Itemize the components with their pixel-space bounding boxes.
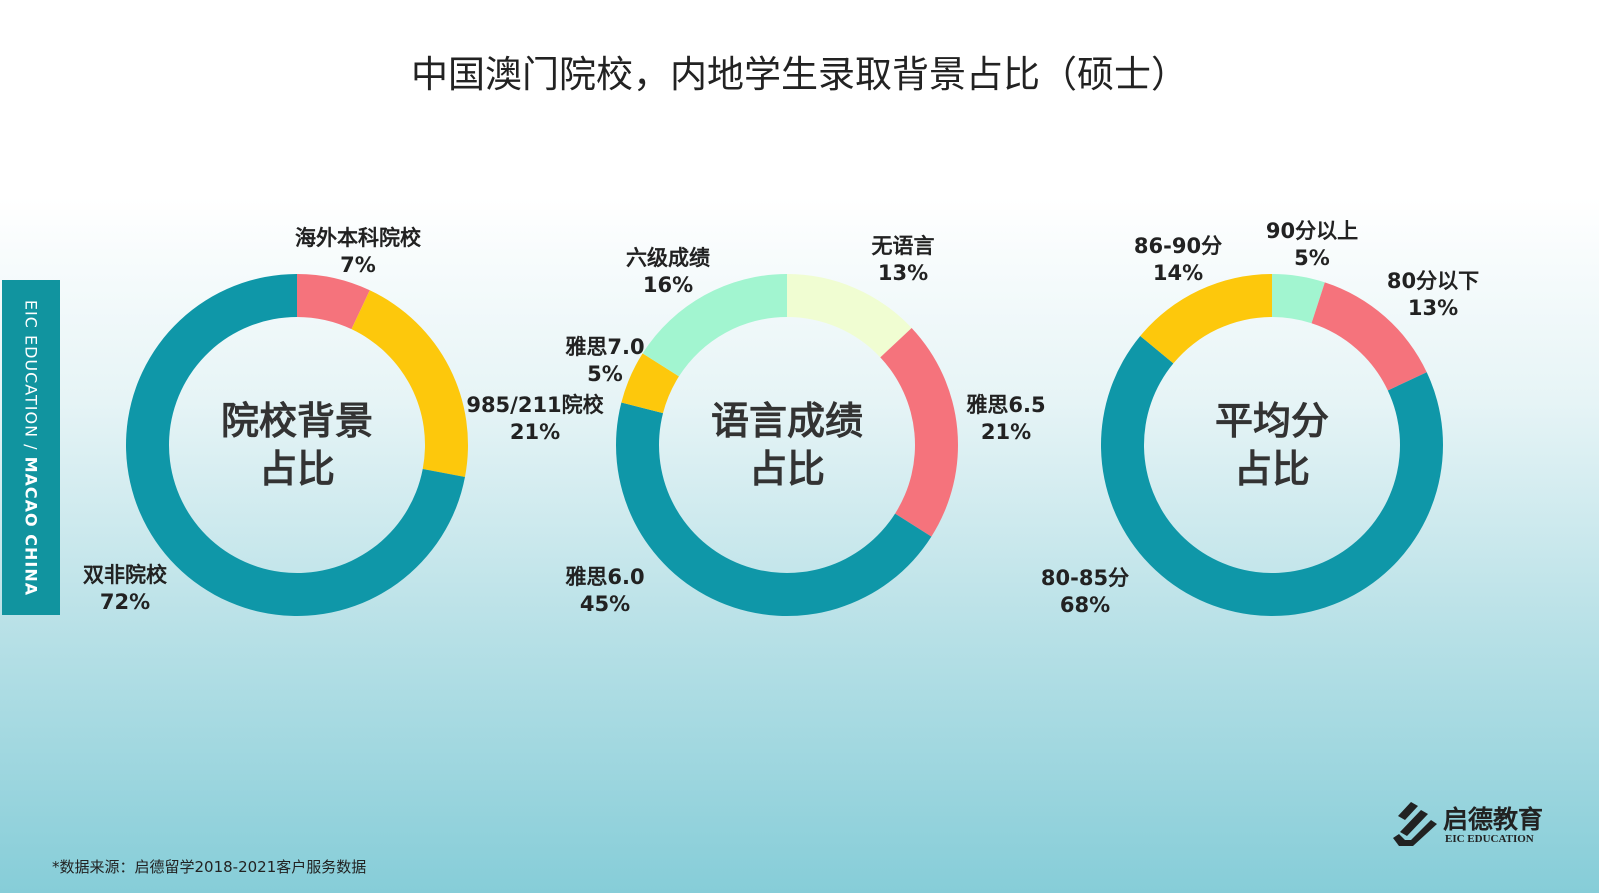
slice-label-value: 13% (877, 261, 929, 285)
slice-label-value: 5% (1294, 246, 1330, 270)
slice-label-value: 68% (1059, 593, 1111, 617)
slice-label-name: 90分以上 (1265, 219, 1359, 243)
slice-label-name: 雅思6.0 (565, 565, 645, 589)
eic-logo: 启德教育 EIC EDUCATION (1385, 800, 1543, 852)
slice-label: 六级成绩 16% (626, 245, 710, 299)
donut-slice (1140, 274, 1272, 364)
center-label-line: 占比 (258, 447, 336, 491)
slice-label-value: 21% (980, 420, 1032, 444)
donut-slice (787, 274, 912, 358)
slice-label-name: 雅思7.0 (565, 335, 645, 359)
donut-slice (621, 353, 679, 414)
slice-label: 86-90分 14% (1134, 233, 1222, 287)
slice-label: 985/211院校 21% (466, 392, 603, 446)
center-label-line: 占比 (1233, 447, 1311, 491)
center-label-line: 占比 (748, 447, 826, 491)
donut-center-label: 语言成绩 占比 (711, 397, 863, 493)
slice-label-value: 5% (587, 362, 623, 386)
slice-label-value: 7% (340, 253, 376, 277)
slice-label-name: 86-90分 (1133, 234, 1223, 258)
logo-text-cn: 启德教育 (1443, 805, 1544, 834)
donut-slice (1272, 274, 1325, 324)
donut-center-label: 院校背景 占比 (221, 397, 373, 493)
slice-label: 80分以下 13% (1387, 268, 1479, 322)
logo-mark-icon (1393, 802, 1437, 846)
slice-label: 无语言 13% (872, 233, 935, 287)
donut-slice (1311, 282, 1427, 391)
slice-label-value: 14% (1152, 261, 1204, 285)
donut-slice (297, 274, 370, 330)
slice-label-value: 72% (99, 590, 151, 614)
slice-label: 雅思6.5 21% (966, 392, 1045, 446)
slice-label-value: 21% (509, 420, 561, 444)
slice-label: 双非院校 72% (83, 562, 167, 616)
donut-slice (351, 290, 468, 478)
slice-label-name: 80-85分 (1040, 566, 1130, 590)
slice-label-name: 六级成绩 (626, 246, 710, 270)
center-label-line: 语言成绩 (710, 399, 864, 443)
donut-slice (1101, 336, 1444, 616)
donut-slice (880, 327, 958, 537)
donut-slice (616, 402, 932, 617)
slice-label: 80-85分 68% (1041, 565, 1129, 619)
slice-label-name: 无语言 (871, 234, 935, 258)
slice-label-value: 45% (579, 592, 631, 616)
slice-label-value: 13% (1407, 296, 1459, 320)
slice-label: 90分以上 5% (1266, 218, 1358, 272)
side-banner: EIC EDUCATION / MACAO CHINA (2, 280, 60, 615)
donut-slice (642, 274, 787, 377)
center-label-line: 院校背景 (220, 399, 374, 443)
data-source-note: *数据来源：启德留学2018-2021客户服务数据 (52, 858, 367, 876)
slice-label-name: 985/211院校 (466, 393, 604, 417)
slice-label-name: 海外本科院校 (295, 226, 421, 250)
slice-label: 雅思7.0 5% (565, 334, 644, 388)
page-title: 中国澳门院校，内地学生录取背景占比（硕士） (411, 53, 1188, 96)
slice-label-value: 16% (642, 273, 694, 297)
logo-text-en: EIC EDUCATION (1445, 833, 1534, 845)
center-label-line: 平均分 (1214, 399, 1330, 443)
donut-center-label: 平均分 占比 (1215, 397, 1329, 493)
slice-label-name: 雅思6.5 (966, 393, 1046, 417)
slice-label-name: 80分以下 (1386, 269, 1480, 293)
slice-label: 雅思6.0 45% (565, 564, 644, 618)
slice-label-name: 双非院校 (83, 563, 167, 587)
slice-label: 海外本科院校 7% (295, 225, 421, 279)
